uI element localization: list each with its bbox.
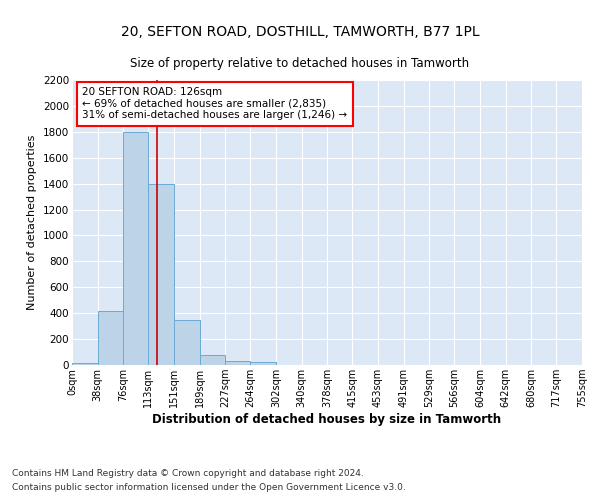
X-axis label: Distribution of detached houses by size in Tamworth: Distribution of detached houses by size …: [152, 413, 502, 426]
Text: Contains public sector information licensed under the Open Government Licence v3: Contains public sector information licen…: [12, 484, 406, 492]
Bar: [148, 184, 174, 365]
Text: 20 SEFTON ROAD: 126sqm
← 69% of detached houses are smaller (2,835)
31% of semi-: 20 SEFTON ROAD: 126sqm ← 69% of detached…: [82, 87, 347, 120]
Bar: [98, 310, 124, 365]
Text: Size of property relative to detached houses in Tamworth: Size of property relative to detached ho…: [130, 58, 470, 70]
Y-axis label: Number of detached properties: Number of detached properties: [28, 135, 37, 310]
Bar: [174, 320, 200, 365]
Bar: [250, 362, 276, 365]
Text: Contains HM Land Registry data © Crown copyright and database right 2024.: Contains HM Land Registry data © Crown c…: [12, 468, 364, 477]
Text: 20, SEFTON ROAD, DOSTHILL, TAMWORTH, B77 1PL: 20, SEFTON ROAD, DOSTHILL, TAMWORTH, B77…: [121, 25, 479, 39]
Bar: [226, 361, 250, 365]
Bar: [200, 354, 226, 365]
Bar: [72, 363, 98, 365]
Bar: [124, 132, 148, 365]
